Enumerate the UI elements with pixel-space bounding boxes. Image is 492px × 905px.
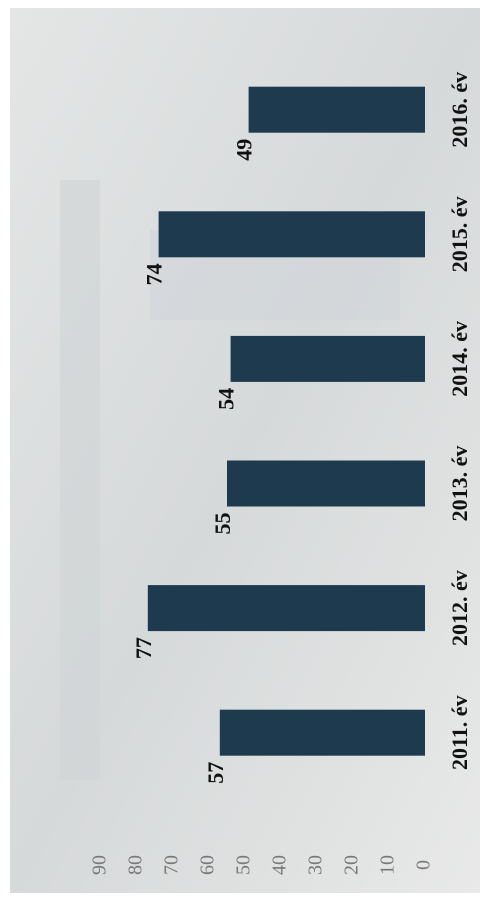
value-label: 77 [131, 637, 156, 659]
x-tick-label: 2016. év [447, 72, 472, 148]
bar [227, 460, 425, 507]
value-label: 74 [142, 263, 167, 285]
value-label: 49 [232, 139, 257, 161]
x-tick-label: 2015. év [447, 196, 472, 272]
x-tick-label: 2011. év [447, 695, 472, 770]
y-tick-label: 40 [269, 855, 291, 875]
bar [219, 709, 425, 756]
x-tick-label: 2014. év [447, 321, 472, 397]
x-tick-label: 2012. év [447, 570, 472, 646]
y-tick-label: 80 [125, 855, 147, 875]
value-label: 55 [210, 513, 235, 535]
y-tick-label: 0 [413, 860, 435, 870]
plot: 0 10 20 30 40 50 60 70 80 90 2011. év 57 2012. év 77 2… [89, 72, 472, 875]
value-label: 57 [203, 762, 228, 784]
y-tick-label: 70 [161, 855, 183, 875]
bar [158, 211, 425, 258]
y-tick-label: 90 [89, 855, 111, 875]
bar [230, 335, 425, 382]
photo-shape [60, 180, 100, 780]
y-tick-label: 10 [377, 855, 399, 875]
y-tick-label: 30 [305, 855, 327, 875]
bar [248, 86, 425, 133]
y-tick-label: 20 [341, 855, 363, 875]
y-tick-label: 60 [197, 855, 219, 875]
value-label: 54 [214, 388, 239, 410]
x-tick-label: 2013. év [447, 446, 472, 522]
y-tick-label: 50 [233, 855, 255, 875]
bar [147, 585, 426, 632]
